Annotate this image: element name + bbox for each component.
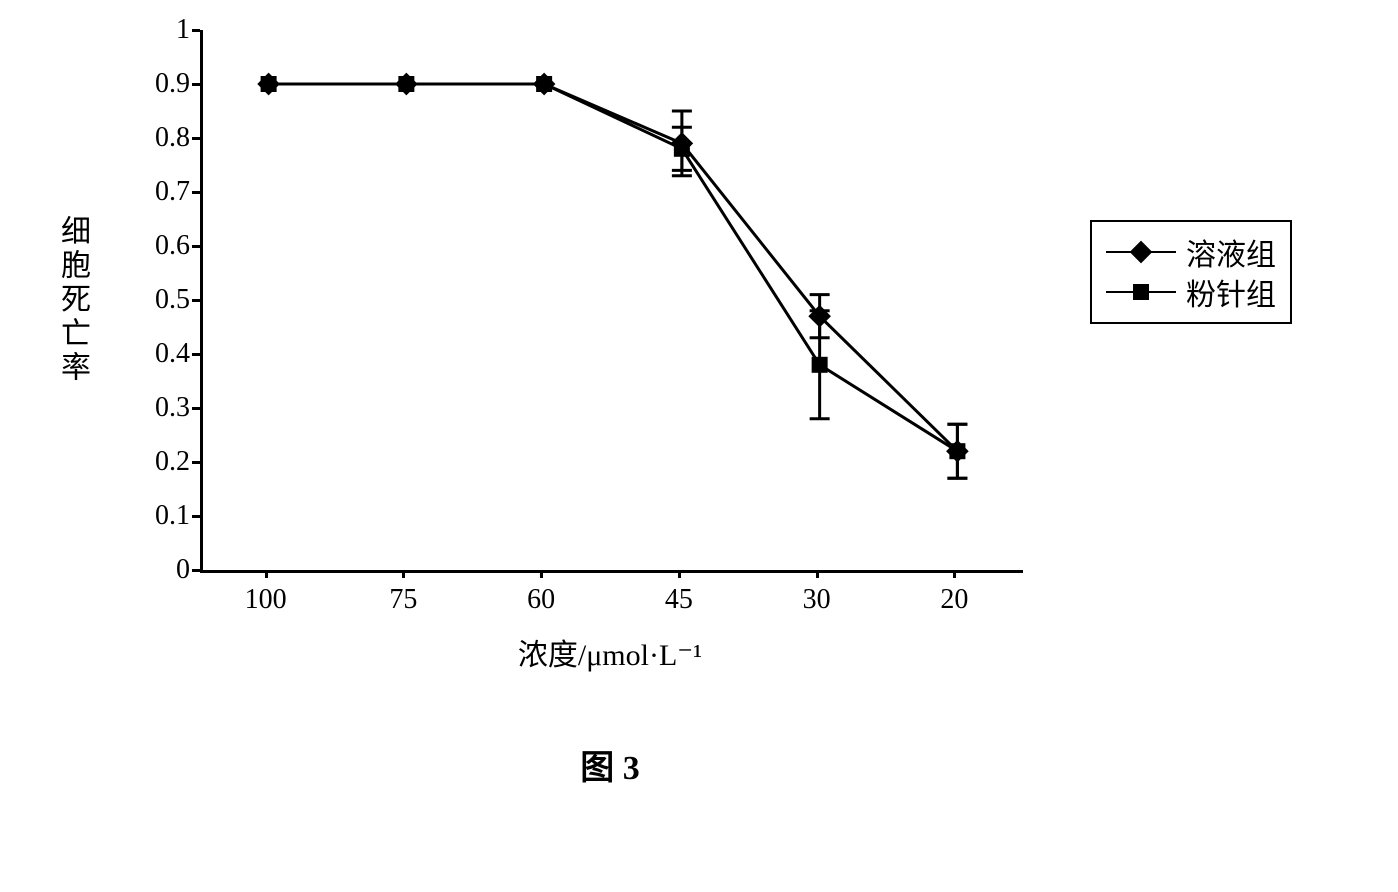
y-tick-mark bbox=[192, 353, 200, 356]
square-marker bbox=[536, 76, 552, 92]
y-tick-label: 0 bbox=[130, 554, 190, 586]
legend-item: 粉针组 bbox=[1106, 272, 1276, 312]
y-tick-mark bbox=[192, 569, 200, 572]
x-tick-mark bbox=[402, 570, 405, 578]
x-tick-label: 60 bbox=[527, 584, 555, 616]
y-tick-label: 0.6 bbox=[130, 230, 190, 262]
series-line bbox=[269, 84, 958, 451]
x-tick-label: 20 bbox=[940, 584, 968, 616]
y-tick-mark bbox=[192, 461, 200, 464]
x-tick-label: 75 bbox=[389, 584, 417, 616]
square-marker bbox=[674, 141, 690, 157]
y-tick-label: 0.3 bbox=[130, 392, 190, 424]
x-tick-label: 100 bbox=[245, 584, 287, 616]
y-tick-label: 0.5 bbox=[130, 284, 190, 316]
x-tick-mark bbox=[953, 570, 956, 578]
chart-svg bbox=[203, 30, 1023, 570]
y-tick-mark bbox=[192, 191, 200, 194]
plot-area bbox=[200, 30, 1023, 573]
square-marker bbox=[812, 357, 828, 373]
chart-legend: 溶液组粉针组 bbox=[1090, 220, 1292, 324]
x-axis-label: 浓度/μmol·L⁻¹ bbox=[518, 630, 702, 674]
y-tick-mark bbox=[192, 83, 200, 86]
y-tick-mark bbox=[192, 299, 200, 302]
series-line bbox=[269, 84, 958, 451]
legend-label: 粉针组 bbox=[1186, 270, 1276, 314]
x-tick-mark bbox=[678, 570, 681, 578]
y-tick-mark bbox=[192, 137, 200, 140]
legend-item: 溶液组 bbox=[1106, 232, 1276, 272]
y-tick-label: 0.8 bbox=[130, 122, 190, 154]
y-tick-label: 0.2 bbox=[130, 446, 190, 478]
y-tick-mark bbox=[192, 245, 200, 248]
diamond-icon bbox=[1130, 241, 1153, 264]
legend-label: 溶液组 bbox=[1186, 230, 1276, 274]
y-axis-label: 细胞死亡率 bbox=[50, 215, 94, 385]
figure-caption: 图 3 bbox=[580, 740, 640, 789]
x-tick-label: 45 bbox=[665, 584, 693, 616]
y-tick-label: 0.1 bbox=[130, 500, 190, 532]
y-tick-label: 0.4 bbox=[130, 338, 190, 370]
y-tick-mark bbox=[192, 515, 200, 518]
x-tick-mark bbox=[816, 570, 819, 578]
x-tick-mark bbox=[265, 570, 268, 578]
y-tick-label: 1 bbox=[130, 14, 190, 46]
y-tick-label: 0.9 bbox=[130, 68, 190, 100]
square-marker bbox=[398, 76, 414, 92]
legend-sample bbox=[1106, 242, 1176, 262]
square-icon bbox=[1133, 284, 1149, 300]
square-marker bbox=[261, 76, 277, 92]
legend-sample bbox=[1106, 282, 1176, 302]
x-tick-mark bbox=[540, 570, 543, 578]
y-tick-mark bbox=[192, 29, 200, 32]
x-tick-label: 30 bbox=[803, 584, 831, 616]
y-tick-label: 0.7 bbox=[130, 176, 190, 208]
y-tick-mark bbox=[192, 407, 200, 410]
chart-stage: 细胞死亡率 浓度/μmol·L⁻¹ 图 3 溶液组粉针组 0 0.1 0.2 0.3 0… bbox=[0, 0, 1398, 892]
square-marker bbox=[949, 443, 965, 459]
